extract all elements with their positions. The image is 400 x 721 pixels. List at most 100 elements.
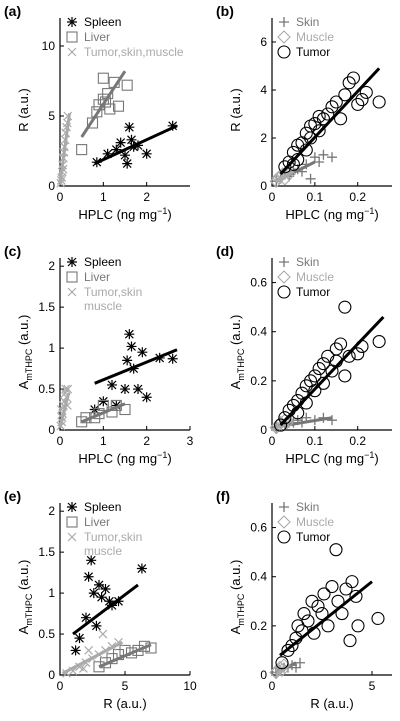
data-point [70,645,81,656]
data-point [291,406,305,420]
y-tick-label: 0.2 [250,374,267,388]
y-tick-label: 0.6 [250,521,267,535]
y-axis-label: AmTHPC (a.u.) [16,560,34,635]
data-point [359,85,373,99]
y-axis-label: AmTHPC (a.u.) [228,560,246,635]
x-tick-label: 2 [143,190,150,204]
y-tick-label: 0 [260,179,267,193]
data-point [102,88,114,100]
data-point [351,619,365,633]
y-axis-label: AmTHPC (a.u.) [228,315,246,390]
data-point [93,99,105,111]
data-point [89,404,100,415]
legend-marker [277,270,291,284]
data-point [91,620,102,631]
x-tick-label: 0 [57,434,64,448]
panel-label: (a) [4,3,21,19]
data-point [93,408,105,420]
data-point [83,571,94,582]
y-axis-label: R (a.u.) [16,88,31,131]
data-point [111,400,122,411]
data-point [63,384,73,394]
x-tick-label: 0 [269,190,276,204]
data-point [91,157,102,168]
y-tick-label: 0.5 [38,627,55,641]
x-tick-label: 0 [269,679,276,693]
data-point [321,619,335,633]
data-point [98,629,108,639]
data-point [119,644,131,656]
y-axis-label: AmTHPC (a.u.) [16,315,34,390]
data-point [312,124,326,138]
legend-label: Tumor,skin [84,530,142,544]
panel-label: (c) [4,243,21,259]
data-point [295,657,305,668]
legend-marker [67,257,77,267]
data-point [141,148,152,159]
data-point [107,379,117,390]
data-point [137,347,148,358]
data-point [334,337,348,351]
legend-marker [277,530,291,544]
data-point [316,112,330,126]
legend-marker [277,285,291,299]
legend-marker [67,287,77,297]
data-point [286,398,300,412]
data-point [321,107,335,121]
panel-label: (f) [216,488,230,504]
chart-panel-3: 0 1 2 3 0 0.5 1 1.5 2 HPLC (ng mg−1) AmTHPC (a.u.)… [4,243,194,466]
chart-panel-2: 0 0.1 0.2 0 2 4 6 HPLC (ng mg−1) R (a.u.) (b) Skin… [216,3,392,222]
y-tick-label: 2 [260,131,267,145]
data-point [286,145,300,159]
legend-label: Tumor [296,45,330,59]
data-point [329,354,343,368]
data-point [101,646,110,655]
data-point [314,157,325,167]
data-point [94,650,104,659]
data-point [311,599,325,613]
chart-panel-4: 0 0.1 0.2 0 0.2 0.4 0.6 HPLC (ng mg−1) AmTHPC (a… [216,243,392,466]
data-point [96,592,107,603]
data-point [88,654,97,664]
legend-label: Muscle [296,270,334,284]
x-axis-label: HPLC (ng mg−1) [78,206,171,222]
data-point [122,158,133,169]
data-point [309,152,320,163]
data-point [308,369,322,383]
legend-label: Tumor [296,530,330,544]
x-tick-label: 0 [57,679,64,693]
data-point [372,95,386,109]
legend-marker [279,502,289,512]
legend-marker [66,31,78,43]
data-point [269,174,284,188]
data-point [112,648,125,661]
legend-label: Liver [84,515,110,529]
data-point [339,582,353,596]
data-point [316,357,330,371]
data-point [88,588,99,599]
y-tick-label: 0.2 [250,619,267,633]
y-tick-label: 1 [48,341,55,355]
legend-label: Liver [84,30,110,44]
panel-label: (d) [216,243,234,259]
data-point [62,118,72,128]
data-point [297,607,311,621]
legend-marker [277,45,291,59]
legend-marker [279,17,289,27]
axis-frame [59,503,190,676]
y-tick-label: 2 [48,504,55,518]
data-point [282,167,296,181]
data-point [355,93,369,107]
x-axis-label: HPLC (ng mg−1) [285,206,378,222]
data-point [59,396,69,406]
data-point [316,376,330,390]
data-point [321,349,335,363]
legend-label: Liver [84,270,110,284]
x-tick-label: 1 [100,434,107,448]
y-tick-label: 1 [48,586,55,600]
data-point [78,664,88,673]
data-point [120,150,130,161]
legend-label: Tumor [296,285,330,299]
data-point [84,646,94,655]
